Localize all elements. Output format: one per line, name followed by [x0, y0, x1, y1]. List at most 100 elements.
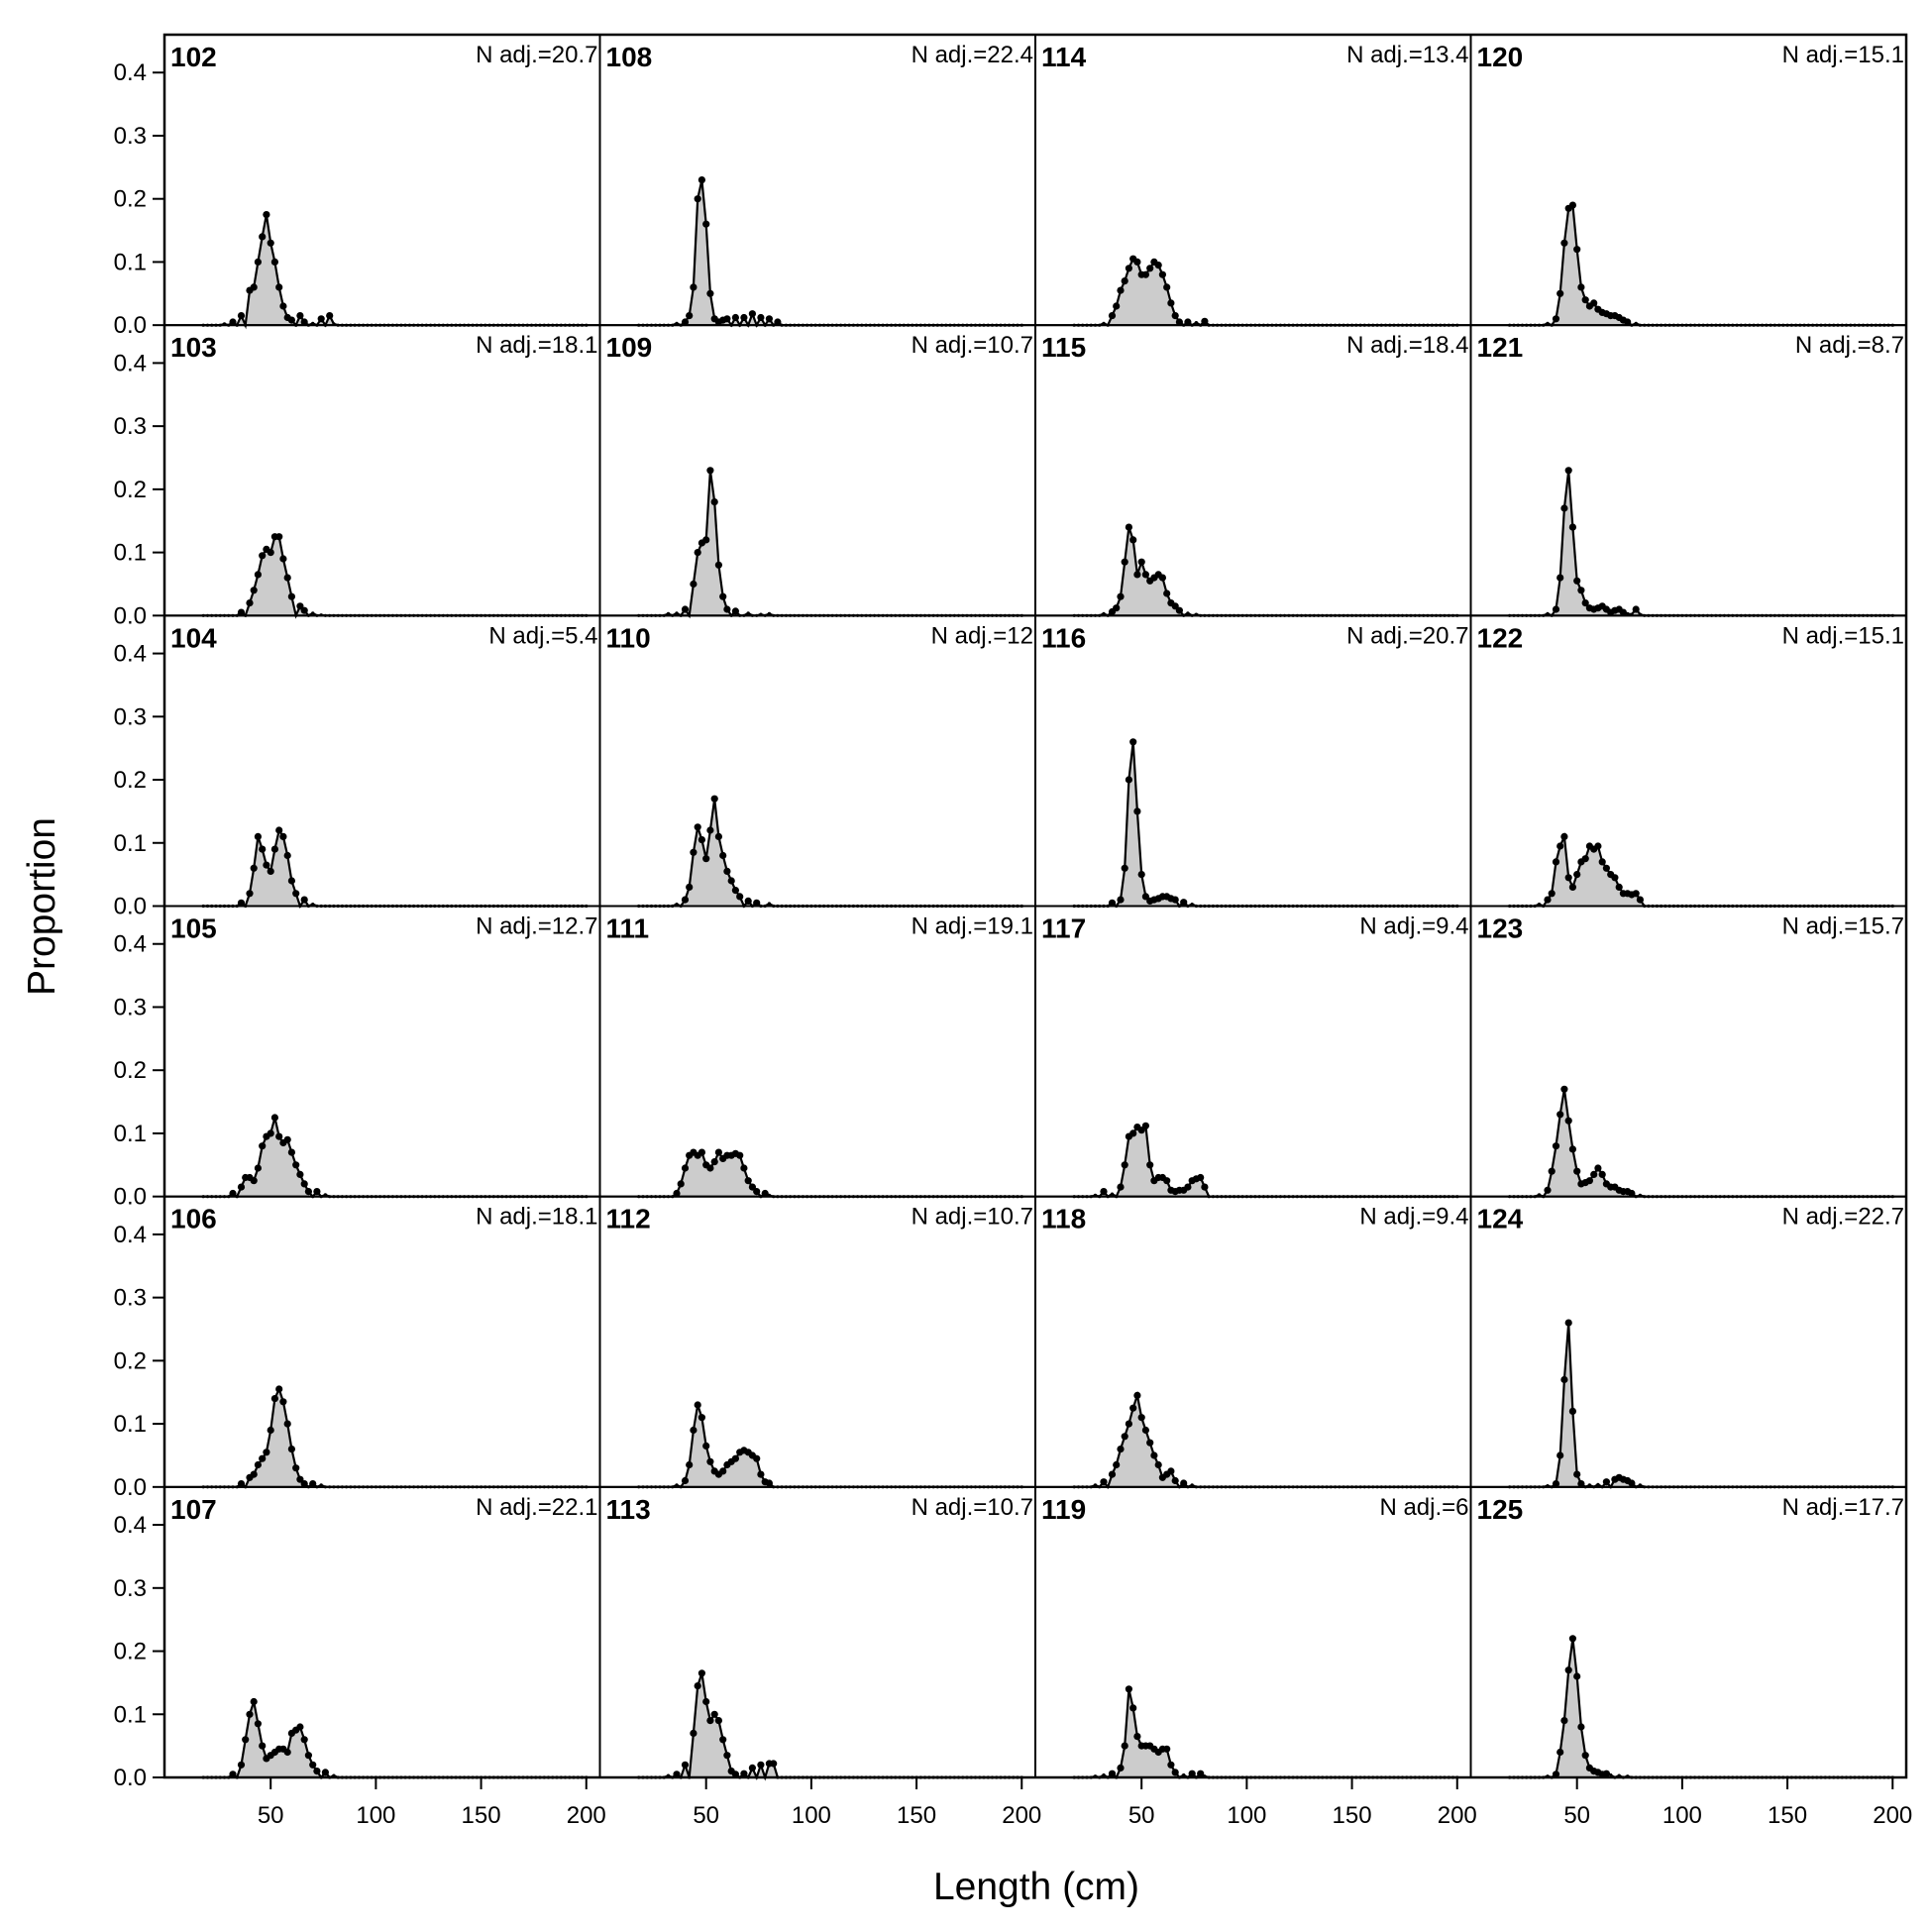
data-point — [1141, 571, 1149, 579]
data-point — [283, 1420, 291, 1428]
n-adj-label: N adj.=18.4 — [1346, 332, 1468, 359]
data-point — [757, 313, 765, 322]
data-point — [1197, 1770, 1205, 1777]
data-point — [250, 1697, 258, 1706]
data-point — [702, 855, 710, 863]
data-point — [1100, 1188, 1108, 1196]
panel-113-frame — [598, 1485, 1036, 1779]
data-point — [1137, 871, 1145, 879]
data-point — [1556, 289, 1564, 297]
panel-114: 114 N adj.=13.4 — [1034, 34, 1472, 327]
data-point — [1564, 1666, 1572, 1674]
y-tick-label: 0.3 — [114, 703, 147, 730]
data-point — [731, 887, 740, 895]
data-point — [690, 1426, 698, 1435]
data-point — [1108, 1770, 1117, 1777]
data-point — [723, 1752, 731, 1760]
x-tick-label: 150 — [897, 1802, 936, 1829]
panel-label: 114 — [1041, 42, 1087, 72]
data-point — [677, 1180, 685, 1188]
data-point — [1108, 899, 1117, 907]
data-point — [1121, 864, 1128, 872]
data-point — [1158, 574, 1166, 582]
data-point — [1102, 321, 1106, 325]
data-point — [1552, 315, 1560, 323]
data-point — [275, 283, 283, 291]
data-point — [1154, 262, 1162, 269]
data-point — [1609, 1772, 1613, 1777]
data-point — [1117, 896, 1125, 904]
data-point — [1560, 239, 1568, 247]
data-point — [267, 867, 274, 876]
data-point — [259, 1142, 267, 1150]
data-point — [292, 890, 300, 898]
data-point — [1573, 1672, 1581, 1680]
n-adj-label: N adj.=10.7 — [912, 1204, 1033, 1231]
data-point — [304, 1188, 312, 1196]
x-tick-label: 100 — [1227, 1802, 1266, 1829]
data-point — [237, 312, 246, 320]
data-point — [1184, 1183, 1192, 1191]
data-point — [292, 1464, 300, 1472]
panel-106: 106 N adj.=18.1 — [163, 1195, 601, 1489]
x-tick-label: 100 — [1663, 1802, 1702, 1829]
panel-label: 118 — [1041, 1204, 1086, 1234]
data-point — [1167, 299, 1175, 307]
data-point — [1184, 318, 1192, 326]
data-point — [710, 795, 718, 803]
x-tick-label: 100 — [356, 1802, 395, 1829]
data-point — [1602, 1770, 1610, 1777]
data-point — [719, 592, 727, 600]
data-point — [1581, 1752, 1589, 1760]
data-point — [740, 313, 748, 322]
panel-118: 118 N adj.=9.4 — [1034, 1195, 1472, 1490]
data-point — [1556, 1451, 1564, 1459]
n-adj-label: N adj.=19.1 — [912, 913, 1033, 940]
data-point — [1201, 317, 1209, 325]
data-point — [1100, 1478, 1108, 1486]
data-point — [698, 1148, 706, 1156]
panel-label: 115 — [1041, 332, 1086, 363]
data-point — [254, 1720, 262, 1728]
n-adj-label: N adj.=13.4 — [1346, 42, 1468, 68]
data-point — [1117, 1183, 1125, 1191]
data-point — [736, 893, 744, 901]
n-adj-label: N adj.=22.1 — [476, 1494, 597, 1521]
data-point — [311, 321, 315, 325]
data-point — [1577, 1723, 1585, 1731]
y-tick-label: 0.1 — [114, 1411, 147, 1438]
x-tick-label: 200 — [1873, 1802, 1912, 1829]
data-point — [287, 877, 295, 885]
data-point — [1573, 1167, 1581, 1175]
data-point — [681, 896, 690, 904]
data-point — [275, 1385, 283, 1393]
panel-124-frame — [1469, 1195, 1907, 1488]
data-point — [1577, 587, 1585, 594]
data-point — [270, 1114, 278, 1122]
data-point — [686, 883, 694, 892]
panel-label: 120 — [1477, 42, 1524, 72]
data-point — [1568, 1635, 1576, 1643]
data-point — [1117, 1446, 1125, 1453]
data-point — [748, 1183, 757, 1191]
data-point — [1611, 874, 1619, 882]
data-point — [1113, 1460, 1121, 1469]
n-adj-label: N adj.=20.7 — [476, 42, 597, 68]
panel-116-frame — [1034, 614, 1472, 908]
panel-106-frame — [163, 1195, 601, 1488]
panel-label: 112 — [606, 1204, 651, 1234]
data-point — [296, 1170, 304, 1178]
data-point — [300, 896, 308, 904]
data-point — [698, 1669, 706, 1677]
panel-110-frame — [598, 614, 1036, 908]
plot-frame — [162, 33, 1908, 1779]
data-point — [706, 1457, 714, 1465]
n-adj-label: N adj.=9.4 — [1359, 1204, 1468, 1231]
panel-108-frame — [598, 34, 1036, 327]
panel-label: 108 — [606, 42, 653, 72]
data-point — [1636, 896, 1644, 904]
n-adj-label: N adj.=10.7 — [912, 1494, 1033, 1521]
panel-115-frame — [1034, 324, 1472, 617]
data-point — [1125, 1685, 1132, 1693]
n-adj-label: N adj.=22.4 — [912, 42, 1033, 68]
